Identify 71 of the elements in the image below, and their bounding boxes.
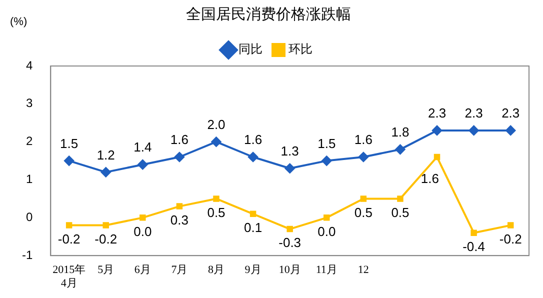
- point: [432, 125, 442, 136]
- y-tick-label: 1: [26, 172, 33, 186]
- data-label: 1.3: [280, 143, 299, 158]
- point: [213, 196, 220, 202]
- data-label: -0.3: [278, 235, 302, 250]
- point: [360, 196, 367, 202]
- point: [176, 203, 183, 210]
- data-label: 1.5: [318, 136, 336, 151]
- point: [468, 125, 479, 136]
- point: [174, 152, 184, 162]
- data-label: 0.5: [391, 204, 410, 220]
- data-label: -0.2: [499, 231, 522, 246]
- point: [248, 152, 258, 162]
- data-label: -0.2: [94, 231, 118, 246]
- legend-label: 同比: [238, 42, 262, 56]
- point: [66, 222, 72, 228]
- data-label: 1.6: [170, 132, 188, 148]
- point: [102, 222, 109, 228]
- y-tick-label: -1: [22, 248, 33, 262]
- data-label: 0.0: [318, 224, 336, 239]
- x-tick-label: 5月: [98, 264, 114, 276]
- point: [397, 196, 404, 202]
- point: [506, 125, 516, 136]
- point: [64, 156, 74, 166]
- y-tick-label: 3: [26, 96, 33, 110]
- chart-title: 全国居民消费价格涨跌幅: [186, 4, 351, 23]
- x-tick-label: 7月: [171, 264, 188, 276]
- data-label: -0.4: [462, 238, 486, 254]
- point: [250, 210, 256, 218]
- point: [100, 167, 111, 178]
- x-tick-label: 10月: [278, 264, 301, 276]
- data-label: 0.5: [207, 204, 226, 220]
- point: [434, 154, 440, 160]
- x-tick-label: 12: [358, 264, 369, 276]
- legend-label: 环比: [288, 42, 312, 56]
- data-label: 2.3: [464, 106, 483, 121]
- data-label: 0.3: [170, 212, 188, 228]
- y-tick-label: 2: [26, 134, 33, 148]
- point: [211, 136, 222, 147]
- point: [138, 160, 148, 170]
- x-tick-label: 8月: [208, 264, 224, 276]
- point: [140, 214, 146, 221]
- data-label: -0.2: [58, 231, 80, 246]
- data-label: 1.5: [60, 136, 78, 151]
- point: [507, 222, 514, 228]
- x-tick-label: 11月: [316, 264, 338, 276]
- x-tick-label: 6月: [134, 264, 151, 276]
- data-label: 2.3: [502, 106, 520, 121]
- point: [395, 144, 406, 154]
- data-label: 2.3: [428, 106, 446, 121]
- data-label: 1.6: [244, 132, 262, 148]
- point: [286, 226, 293, 232]
- data-label: 2.0: [207, 116, 226, 132]
- point: [322, 156, 332, 166]
- data-label: 0.5: [354, 204, 372, 220]
- point: [324, 214, 330, 221]
- point: [470, 230, 477, 236]
- data-label: 1.2: [96, 147, 115, 162]
- data-label: 1.4: [134, 140, 152, 155]
- point: [284, 163, 295, 174]
- data-label: 0.0: [134, 224, 152, 239]
- y-tick-label: 0: [26, 210, 33, 224]
- x-tick-label: 9月: [244, 264, 262, 276]
- data-label: 0.1: [244, 220, 262, 235]
- data-label: 1.6: [420, 171, 440, 186]
- x-tick-label: 2015年 4月: [52, 264, 86, 290]
- data-label: 1.8: [391, 124, 410, 140]
- y-tick-label: 4: [26, 58, 33, 72]
- y-axis-title: (%): [10, 16, 28, 28]
- point: [358, 152, 368, 162]
- data-label: 1.6: [354, 132, 372, 148]
